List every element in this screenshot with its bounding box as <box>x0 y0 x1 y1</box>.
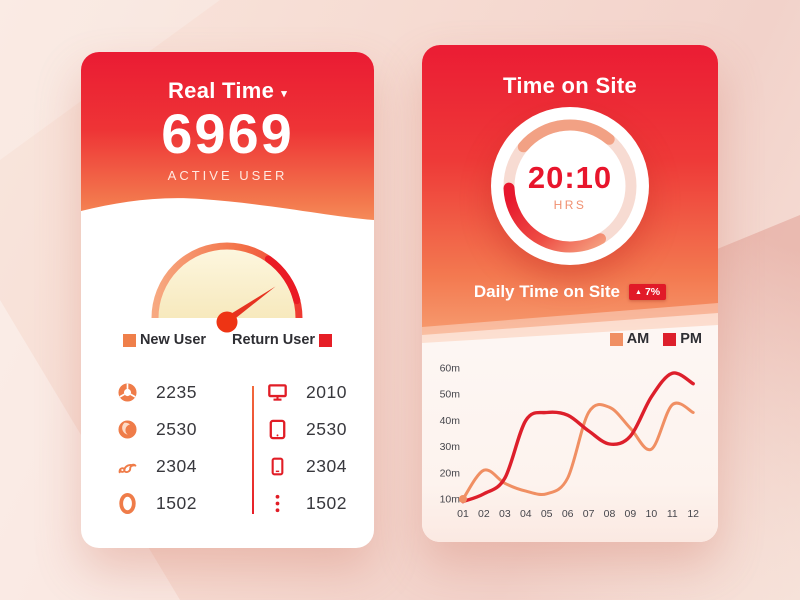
active-user-label: ACTIVE USER <box>167 167 288 183</box>
stat-row: 1502 <box>267 485 347 522</box>
stat-value: 1502 <box>306 493 347 513</box>
trend-up-icon: ▲ <box>635 288 642 296</box>
y-axis-tick: 10m <box>440 494 461 506</box>
legend-label: New User <box>139 332 207 348</box>
diagonal-transition <box>422 303 718 349</box>
stat-value: 2530 <box>156 419 197 439</box>
time-ring-graphic <box>503 119 637 253</box>
legend-item-pm: PM <box>663 331 702 347</box>
stat-row: 2304 <box>267 448 347 485</box>
time-on-site-title-row: Time on Site <box>422 45 718 99</box>
x-axis-tick: 05 <box>541 508 553 520</box>
ring-center: 20:10 HRS <box>491 107 649 265</box>
time-unit: HRS <box>553 198 587 212</box>
time-value: 20:10 <box>527 160 613 195</box>
time-on-site-title: Time on Site <box>503 73 637 98</box>
series-line-am <box>461 401 695 501</box>
x-axis-tick: 07 <box>583 508 595 520</box>
legend-label: PM <box>680 331 702 347</box>
x-axis-tick: 03 <box>499 508 511 520</box>
x-axis-tick: 06 <box>562 508 574 520</box>
legend-swatch <box>122 333 136 347</box>
firefox-icon <box>117 419 138 440</box>
legend-item-new-user: New User <box>122 332 207 348</box>
stat-row: 2530 <box>267 411 347 448</box>
ring-segment-top <box>517 119 615 153</box>
gauge-legend: New User Return User <box>81 332 374 348</box>
y-axis-tick: 30m <box>440 441 461 453</box>
trend-value: 7% <box>644 286 661 298</box>
gauge-arc-highlight <box>264 255 301 305</box>
wave-divider <box>81 198 374 224</box>
legend-item-am: AM <box>609 331 650 347</box>
stat-value: 2304 <box>156 456 197 476</box>
chart-section <box>422 349 718 542</box>
series-line-pm <box>461 371 695 504</box>
x-axis-tick: 02 <box>478 508 490 520</box>
opera-icon <box>117 493 138 514</box>
caret-down-icon: ▾ <box>281 87 288 100</box>
y-axis-tick: 40m <box>440 415 461 427</box>
x-axis-tick: 04 <box>520 508 532 520</box>
gauge-pivot <box>216 311 238 333</box>
stat-row: 2530 <box>117 411 249 448</box>
x-axis-tick: 12 <box>687 508 699 520</box>
ring-segment-progress <box>503 182 606 253</box>
stat-value: 2530 <box>306 419 347 439</box>
x-axis-tick: 08 <box>604 508 616 520</box>
chrome-icon <box>117 382 138 403</box>
stat-row: 1502 <box>117 485 249 522</box>
legend-label: AM <box>626 331 650 347</box>
stat-value: 2235 <box>156 382 197 402</box>
realtime-card-title: Real Time <box>167 78 275 103</box>
more-icon <box>267 493 288 514</box>
tablet-icon <box>267 419 288 440</box>
gauge-face <box>155 246 299 318</box>
uc-browser-icon <box>117 456 138 477</box>
stat-value: 2010 <box>306 382 347 402</box>
stat-row: 2304 <box>117 448 249 485</box>
x-axis-tick: 09 <box>625 508 637 520</box>
legend-swatch <box>319 333 333 347</box>
active-user-count: 6969 <box>161 102 294 165</box>
trend-badge: ▲ 7% <box>629 284 667 300</box>
x-axis-tick: 01 <box>457 508 469 520</box>
time-ring: 20:10 HRS <box>491 107 649 265</box>
browser-stats-column: 2235 2530 2304 1502 <box>117 374 249 522</box>
stat-row: 2010 <box>267 374 347 411</box>
legend-swatch <box>609 332 623 346</box>
x-axis-tick: 11 <box>667 508 678 520</box>
time-on-site-card: Time on Site 20:10 HRS <box>422 45 718 542</box>
y-axis-tick: 20m <box>440 467 461 479</box>
chart-legend: AM PM <box>609 331 702 347</box>
legend-label: Return User <box>232 332 316 348</box>
mobile-icon <box>267 456 288 477</box>
stat-row: 2235 <box>117 374 249 411</box>
y-axis-tick: 50m <box>440 389 461 401</box>
time-line-chart: 10m 20m 30m 40m 50m 60m 01 02 03 04 05 06 07 08 09 10 11… <box>440 363 700 521</box>
legend-item-return-user: Return User <box>232 332 333 348</box>
series-start-dot <box>459 495 467 503</box>
legend-swatch <box>663 332 677 346</box>
realtime-card: Real Time ▾ 6969 ACTIVE USER <box>81 52 374 548</box>
stat-value: 1502 <box>156 493 197 513</box>
device-stats-column: 2010 2530 2304 1502 <box>267 374 347 522</box>
stats-panel: 2235 2530 2304 1502 2010 2530 2304 1502 <box>81 374 374 522</box>
daily-time-row: Daily Time on Site ▲ 7% <box>422 282 718 302</box>
realtime-dropdown[interactable]: Real Time ▾ <box>81 52 374 104</box>
y-axis-tick: 60m <box>440 363 461 375</box>
daily-time-label: Daily Time on Site <box>473 282 620 301</box>
x-axis-tick: 10 <box>646 508 658 520</box>
stats-divider <box>252 386 254 514</box>
stat-value: 2304 <box>306 456 347 476</box>
gauge-needle <box>222 286 276 324</box>
desktop-icon <box>267 382 288 403</box>
time-on-site-hero: Time on Site 20:10 HRS <box>422 45 718 349</box>
user-gauge <box>151 242 303 333</box>
realtime-hero: Real Time ▾ 6969 ACTIVE USER <box>81 52 374 224</box>
